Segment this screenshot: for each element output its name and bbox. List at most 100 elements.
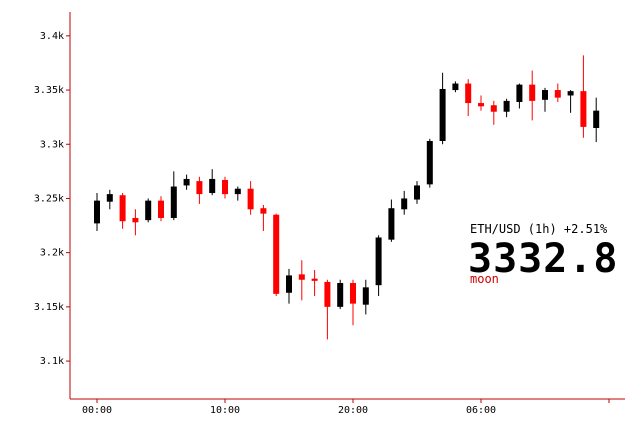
candle-down [222,176,228,199]
candle-up [542,87,548,112]
candle-body [183,178,190,186]
candle-body [529,84,536,101]
candle-up [439,72,446,145]
candle-body [145,200,152,221]
candle-body [106,194,113,202]
candle-body [388,208,395,240]
candle-up [452,81,459,93]
candle-up [362,279,369,315]
candle-up [286,268,292,304]
candle-body [439,88,446,141]
candle-down [580,55,587,138]
candle-body [362,287,369,305]
candle-down [247,181,254,215]
candle-body [170,186,177,218]
candle-down [478,95,484,111]
candle-body [337,283,344,307]
ticker-overlay: ETH/USD (1h) +2.51% 3332.8 moon [466,218,640,288]
candle-body [234,188,241,195]
x-tick-label: 20:00 [338,405,368,416]
x-tick-label: 00:00 [82,405,112,416]
candle-body [375,237,382,286]
candle-up [503,98,510,118]
candle-body [94,200,100,224]
candle-up [94,193,100,231]
candle-body [478,103,484,107]
candle-down [158,196,164,222]
candle-down [350,279,356,326]
candle-up [426,138,433,188]
y-tick-label: 3.4k [40,31,64,42]
x-axis-ticks: 00:00 10:00 20:00 06:00 [82,399,610,416]
y-tick-label: 3.3k [40,139,64,150]
candle-body [593,110,600,128]
candle-down [529,70,536,121]
price-readout: 3332.8 [468,236,619,282]
candle-body [273,214,280,294]
candle-up [593,97,600,143]
y-tick-label: 3.2k [40,248,64,259]
candle-body [298,274,305,280]
candle-down [132,209,139,236]
candle-up [145,198,152,223]
candle-body [567,91,574,96]
candle-up [414,181,420,204]
candle-body [401,198,408,210]
candle-body [350,283,356,304]
candle-up [388,199,395,242]
chart-axes [69,12,625,400]
candle-down [260,204,267,231]
candle-body [516,84,523,102]
y-axis-ticks: 3.1k 3.15k 3.2k 3.25k 3.3k 3.35k 3.4k [34,31,70,367]
candle-body [286,275,292,293]
candle-body [414,185,420,200]
x-tick-label: 10:00 [210,405,240,416]
candle-body [580,91,587,127]
candle-up [170,171,177,221]
candle-body [465,83,472,104]
candle-body [426,141,433,185]
candle-body [247,188,254,210]
ticker-backdrop [466,218,640,288]
ticker-label: ETH/USD (1h) +2.51% [470,222,608,236]
candle-body [324,281,331,307]
candle-up [375,235,382,297]
y-tick-label: 3.15k [34,302,64,313]
candle-body [542,90,548,100]
candle-up [234,186,241,201]
candle-body [554,90,561,98]
candle-body [158,200,164,218]
y-tick-label: 3.25k [34,193,64,204]
candle-body [119,195,126,222]
candle-body [132,217,139,223]
candle-down [196,176,203,204]
candle-body [209,178,216,194]
candle-body [196,181,203,195]
y-tick-label: 3.35k [34,85,64,96]
candle-body [452,83,459,91]
candle-down [324,279,331,340]
candle-up [183,174,190,190]
candle-down [311,270,318,297]
candle-down [465,79,472,117]
candle-down [554,83,561,102]
candle-up [516,83,523,109]
candle-series [94,55,600,340]
candle-body [222,180,228,195]
candle-down [490,100,497,125]
candle-up [567,90,574,113]
candle-up [209,169,216,196]
candle-body [503,100,510,112]
candle-down [119,193,126,229]
candle-body [260,208,267,214]
candle-down [298,260,305,301]
candle-up [106,189,113,210]
candle-up [337,279,344,310]
x-tick-label: 06:00 [466,405,496,416]
candle-body [311,278,318,281]
y-tick-label: 3.1k [40,356,64,367]
status-label: moon [470,272,499,286]
candle-up [401,190,408,215]
candle-body [490,105,497,112]
